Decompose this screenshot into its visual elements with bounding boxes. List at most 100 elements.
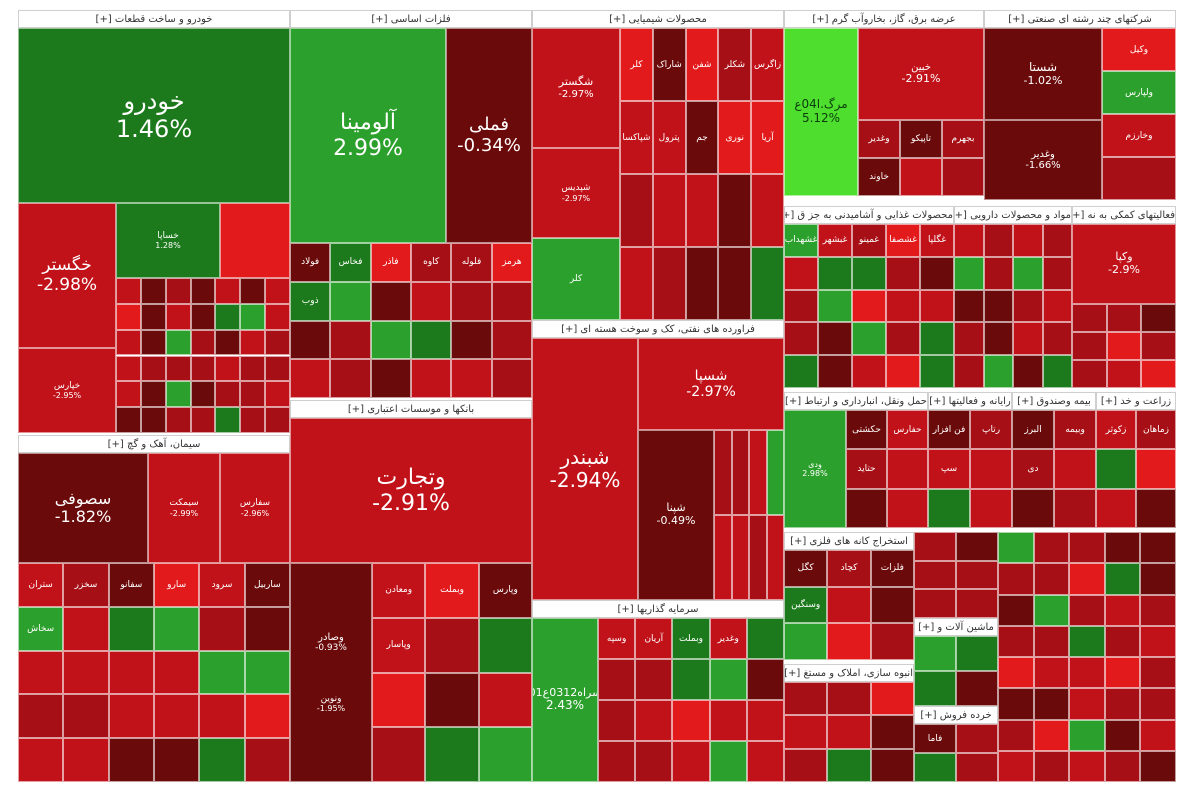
sector-header-oil[interactable]: فراورده های نفتی، کک و سوخت هسته ای [+] bbox=[532, 320, 784, 338]
stock-tile-small[interactable] bbox=[108, 694, 154, 739]
stock-tile-small[interactable] bbox=[1106, 360, 1142, 388]
stock-tile-small[interactable] bbox=[63, 606, 109, 651]
stock-tile-small[interactable] bbox=[983, 289, 1013, 323]
stock-tile-small[interactable] bbox=[1140, 688, 1176, 720]
sector-header-invest[interactable]: سرمایه گذاریها [+] bbox=[532, 600, 784, 618]
stock-tile-small[interactable]: فولاد bbox=[290, 243, 331, 282]
stock-tile-small[interactable] bbox=[870, 715, 914, 749]
stock-tile-small[interactable]: وسپه bbox=[598, 618, 636, 659]
stock-tile[interactable]: سفارس -2.96% bbox=[220, 453, 290, 563]
stock-tile-small[interactable]: پترول bbox=[652, 101, 686, 174]
stock-tile-small[interactable] bbox=[1013, 355, 1043, 388]
stock-tile-small[interactable] bbox=[290, 359, 331, 398]
stock-tile-small[interactable] bbox=[620, 174, 653, 247]
stock-tile-small[interactable] bbox=[199, 738, 245, 782]
stock-tile[interactable]: شسپا -2.97% bbox=[638, 338, 784, 430]
stock-tile-small[interactable] bbox=[970, 488, 1012, 528]
stock-tile-small[interactable] bbox=[1106, 304, 1142, 332]
stock-tile-small[interactable] bbox=[1072, 332, 1107, 360]
stock-tile-small[interactable]: وبملت bbox=[425, 563, 479, 618]
stock-tile-small[interactable]: فن افزار bbox=[928, 410, 970, 450]
stock-tile-small[interactable] bbox=[887, 488, 928, 528]
stock-tile-small[interactable] bbox=[478, 672, 532, 728]
stock-tile-small[interactable]: ولپارس bbox=[1102, 71, 1176, 114]
stock-tile-small[interactable] bbox=[1042, 355, 1072, 388]
stock-tile-small[interactable] bbox=[370, 359, 411, 398]
sector-header-it[interactable]: رایانه و فعالیتها [+] bbox=[928, 392, 1012, 410]
stock-tile-small[interactable] bbox=[451, 281, 492, 321]
stock-tile-small[interactable] bbox=[784, 355, 818, 388]
stock-tile-small[interactable]: فاذر bbox=[370, 243, 411, 282]
stock-tile-small[interactable]: جم bbox=[685, 101, 719, 174]
stock-tile-small[interactable] bbox=[478, 727, 532, 782]
stock-tile-small[interactable]: سارو bbox=[154, 563, 200, 607]
stock-tile-small[interactable] bbox=[635, 700, 673, 741]
stock-tile-small[interactable] bbox=[1069, 657, 1105, 689]
stock-tile-small[interactable] bbox=[190, 355, 216, 382]
stock-tile-small[interactable] bbox=[749, 430, 767, 515]
stock-tile-small[interactable]: ومعادن bbox=[372, 563, 426, 618]
stock-tile[interactable]: شپنا -0.49% bbox=[638, 430, 714, 600]
stock-tile-small[interactable] bbox=[956, 589, 998, 618]
stock-tile-small[interactable] bbox=[635, 741, 673, 782]
stock-tile-small[interactable] bbox=[998, 719, 1034, 751]
stock-tile-small[interactable] bbox=[709, 659, 747, 700]
stock-tile-small[interactable] bbox=[886, 322, 920, 356]
stock-tile-small[interactable] bbox=[886, 289, 920, 323]
stock-tile-small[interactable] bbox=[852, 256, 886, 290]
stock-tile-small[interactable] bbox=[954, 256, 984, 290]
stock-tile-small[interactable] bbox=[998, 625, 1034, 657]
stock-tile-small[interactable]: تاپیکو bbox=[900, 120, 942, 158]
stock-tile-small[interactable] bbox=[886, 256, 920, 290]
stock-tile-small[interactable] bbox=[852, 289, 886, 323]
stock-tile-small[interactable]: سرود bbox=[199, 563, 245, 607]
stock-tile-small[interactable] bbox=[685, 174, 719, 247]
stock-tile-small[interactable] bbox=[478, 617, 532, 673]
stock-tile-small[interactable] bbox=[954, 224, 984, 257]
stock-tile-small[interactable] bbox=[240, 303, 266, 330]
stock-tile-small[interactable]: فخاس bbox=[330, 243, 371, 282]
stock-tile-small[interactable] bbox=[18, 694, 64, 739]
stock-tile-small[interactable] bbox=[1136, 488, 1176, 528]
stock-tile-small[interactable] bbox=[240, 355, 266, 382]
stock-tile[interactable]: سراه0312ع01 2.43% bbox=[532, 618, 598, 782]
stock-tile-small[interactable] bbox=[215, 303, 241, 330]
stock-tile-small[interactable] bbox=[190, 329, 216, 356]
stock-tile-small[interactable] bbox=[1104, 563, 1141, 595]
stock-tile-small[interactable]: وپاسار bbox=[372, 617, 426, 673]
stock-tile-small[interactable] bbox=[491, 281, 532, 321]
stock-tile-small[interactable]: شفن bbox=[685, 28, 719, 101]
stock-tile-small[interactable] bbox=[1054, 488, 1096, 528]
stock-tile-small[interactable] bbox=[215, 329, 241, 356]
stock-tile-small[interactable] bbox=[718, 174, 752, 247]
stock-tile-small[interactable] bbox=[240, 329, 266, 356]
stock-tile[interactable]: وکپا -2.9% bbox=[1072, 224, 1176, 304]
stock-tile-small[interactable] bbox=[1013, 322, 1043, 356]
stock-tile-small[interactable] bbox=[411, 320, 452, 360]
stock-tile-small[interactable] bbox=[1141, 332, 1176, 360]
stock-tile-small[interactable] bbox=[870, 586, 914, 624]
stock-tile-small[interactable]: زاگرس bbox=[751, 28, 784, 101]
stock-tile-small[interactable] bbox=[956, 753, 998, 782]
stock-tile-small[interactable] bbox=[852, 355, 886, 388]
stock-tile-small[interactable] bbox=[784, 289, 818, 323]
stock-tile-small[interactable] bbox=[709, 741, 747, 782]
stock-tile-small[interactable]: کاوه bbox=[411, 243, 452, 282]
stock-tile-small[interactable] bbox=[746, 741, 784, 782]
stock-tile-small[interactable] bbox=[165, 329, 191, 356]
stock-tile-small[interactable] bbox=[265, 381, 290, 408]
stock-tile-small[interactable]: آریا bbox=[751, 101, 784, 174]
stock-tile-small[interactable] bbox=[108, 738, 154, 782]
stock-tile-small[interactable] bbox=[1042, 224, 1072, 257]
stock-tile-small[interactable] bbox=[751, 247, 784, 320]
stock-tile-small[interactable] bbox=[240, 381, 266, 408]
stock-tile-small[interactable] bbox=[900, 158, 942, 196]
stock-tile-small[interactable] bbox=[116, 355, 141, 382]
sector-header-multi[interactable]: شرکتهای چند رشته ای صنعتی [+] bbox=[984, 10, 1176, 28]
stock-tile-small[interactable] bbox=[956, 724, 998, 753]
stock-tile-small[interactable] bbox=[818, 355, 852, 388]
stock-tile-small[interactable] bbox=[199, 694, 245, 739]
stock-tile-small[interactable] bbox=[766, 430, 784, 515]
stock-tile-small[interactable] bbox=[154, 738, 200, 782]
stock-tile-small[interactable] bbox=[290, 320, 331, 360]
